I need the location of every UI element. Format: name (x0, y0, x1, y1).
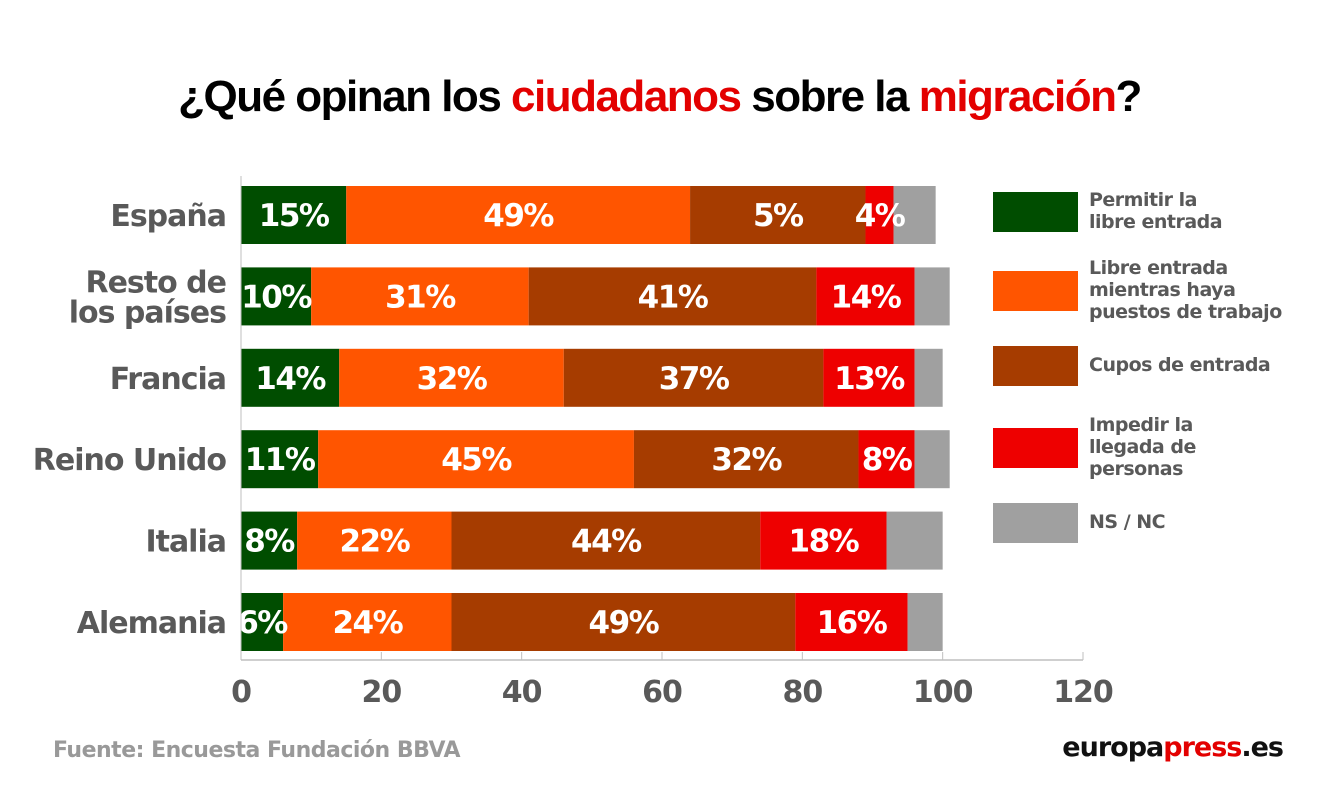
bars-group: 15% 49% 5% 4% 10% 31% 41% 14% 14% 32% 37% 13% 11% 45%… (237, 186, 950, 651)
data-label: 37% (659, 361, 730, 397)
category-label: Reino Unido (33, 443, 227, 478)
data-label: 49% (589, 605, 660, 641)
data-label: 11% (245, 442, 316, 478)
bar-segment-impedir-la-llegada-de-personas (760, 511, 887, 570)
data-label: 13% (834, 361, 905, 397)
data-label: 5% (753, 198, 804, 234)
data-label: 32% (711, 442, 782, 478)
legend-label: Cupos de entrada (1089, 354, 1271, 376)
bar-segment-cupos-de-entrada (690, 186, 866, 244)
data-label: 24% (332, 605, 403, 641)
legend-label: Impedir la llegada de personas (1089, 414, 1196, 480)
data-label: 41% (638, 279, 709, 315)
bar-row-francia: 14% 32% 37% 13% (241, 348, 943, 407)
bar-segment-libre-entrada-mientras-haya-puestos-de-trabajo (346, 186, 691, 244)
data-label: 16% (817, 605, 888, 641)
data-label: 10% (241, 279, 312, 315)
data-label: 32% (417, 361, 488, 397)
bar-segment-permitir-la-libre-entrada (241, 430, 319, 489)
category-label: Resto de los países (69, 265, 226, 330)
x-tick-label: 0 (231, 675, 251, 710)
data-label: 8% (244, 524, 295, 560)
bar-segment-ns-nc (914, 267, 950, 326)
legend-label: Libre entrada mientras haya puestos de t… (1089, 257, 1282, 323)
legend-swatch (993, 503, 1078, 543)
title-part3: ? (1115, 72, 1142, 121)
x-tick-label: 60 (642, 675, 682, 710)
brand-suffix: .es (1241, 732, 1284, 763)
legend-swatch (993, 271, 1078, 311)
bar-segment-permitir-la-libre-entrada (241, 593, 284, 651)
bar-segment-permitir-la-libre-entrada (241, 267, 312, 326)
bar-segment-libre-entrada-mientras-haya-puestos-de-trabajo (318, 430, 634, 489)
bar-segment-cupos-de-entrada (633, 430, 859, 489)
bar-segment-libre-entrada-mientras-haya-puestos-de-trabajo (297, 511, 452, 570)
bar-segment-cupos-de-entrada (528, 267, 817, 326)
category-label: Alemania (77, 606, 226, 641)
brand-highlight: press (1163, 732, 1242, 763)
bar-segment-permitir-la-libre-entrada (241, 186, 347, 244)
x-tick-label: 100 (913, 675, 973, 710)
bar-segment-cupos-de-entrada (563, 348, 824, 407)
data-label: 14% (255, 361, 326, 397)
chart-title: ¿Qué opinan los ciudadanos sobre la migr… (0, 72, 1319, 122)
bar-segment-impedir-la-llegada-de-personas (795, 593, 908, 651)
source-note: Fuente: Encuesta Fundación BBVA (53, 738, 461, 763)
title-highlight-ciudadanos: ciudadanos (511, 72, 742, 121)
data-label: 18% (789, 524, 860, 560)
x-tick-label: 120 (1053, 675, 1113, 710)
bar-segment-libre-entrada-mientras-haya-puestos-de-trabajo (339, 348, 564, 407)
data-label: 45% (441, 442, 512, 478)
legend-swatch (993, 192, 1078, 232)
category-labels: España Resto de los países Francia Reino Uni… (33, 199, 228, 641)
title-highlight-migracion: migración (918, 72, 1117, 121)
title-part2: sobre la (740, 72, 919, 121)
data-label: 22% (339, 524, 410, 560)
bar-row-espana: 15% 49% 5% 4% (241, 186, 936, 244)
legend-swatch (993, 346, 1078, 386)
data-label: 44% (571, 524, 642, 560)
bar-segment-permitir-la-libre-entrada (241, 511, 298, 570)
legend-swatch (993, 428, 1078, 468)
category-label: Francia (110, 362, 226, 397)
bar-segment-ns-nc (886, 511, 943, 570)
bar-segment-permitir-la-libre-entrada (241, 348, 340, 407)
brand-prefix: europa (1062, 732, 1164, 763)
category-label: España (110, 199, 226, 234)
bar-segment-impedir-la-llegada-de-personas (858, 430, 915, 489)
data-label: 49% (483, 198, 554, 234)
bar-segment-impedir-la-llegada-de-personas (823, 348, 915, 407)
bar-segment-cupos-de-entrada (451, 593, 796, 651)
x-tick-label: 80 (782, 675, 822, 710)
data-label: 8% (862, 442, 913, 478)
bar-segment-impedir-la-llegada-de-personas (816, 267, 915, 326)
bar-row-resto-de-los-paises: 10% 31% 41% 14% (241, 267, 950, 326)
x-axis: 0 20 40 60 80 100 120 (231, 176, 1114, 710)
legend-label: Permitir la libre entrada (1089, 189, 1223, 233)
data-label: 15% (259, 198, 330, 234)
bar-segment-ns-nc (893, 186, 936, 244)
bar-row-italia: 8% 22% 44% 18% (241, 511, 943, 570)
bar-segment-libre-entrada-mientras-haya-puestos-de-trabajo (311, 267, 529, 326)
category-label: Italia (145, 525, 226, 560)
data-label: 6% (237, 605, 288, 641)
legend-label: NS / NC (1089, 511, 1166, 533)
bar-segment-cupos-de-entrada (451, 511, 761, 570)
bar-row-reino-unido: 11% 45% 32% 8% (241, 430, 950, 489)
x-tick-label: 40 (502, 675, 542, 710)
bar-row-alemania: 6% 24% 49% 16% (237, 593, 943, 651)
bar-segment-ns-nc (914, 348, 943, 407)
data-label: 14% (831, 279, 902, 315)
brand-logo: europapress.es (1062, 732, 1284, 763)
data-label: 31% (385, 279, 456, 315)
bar-segment-ns-nc (907, 593, 943, 651)
x-tick-label: 20 (361, 675, 401, 710)
bar-segment-impedir-la-llegada-de-personas (865, 186, 894, 244)
title-part1: ¿Qué opinan los (178, 72, 512, 121)
bar-segment-libre-entrada-mientras-haya-puestos-de-trabajo (283, 593, 452, 651)
bar-segment-ns-nc (914, 430, 950, 489)
data-label: 4% (855, 198, 906, 234)
